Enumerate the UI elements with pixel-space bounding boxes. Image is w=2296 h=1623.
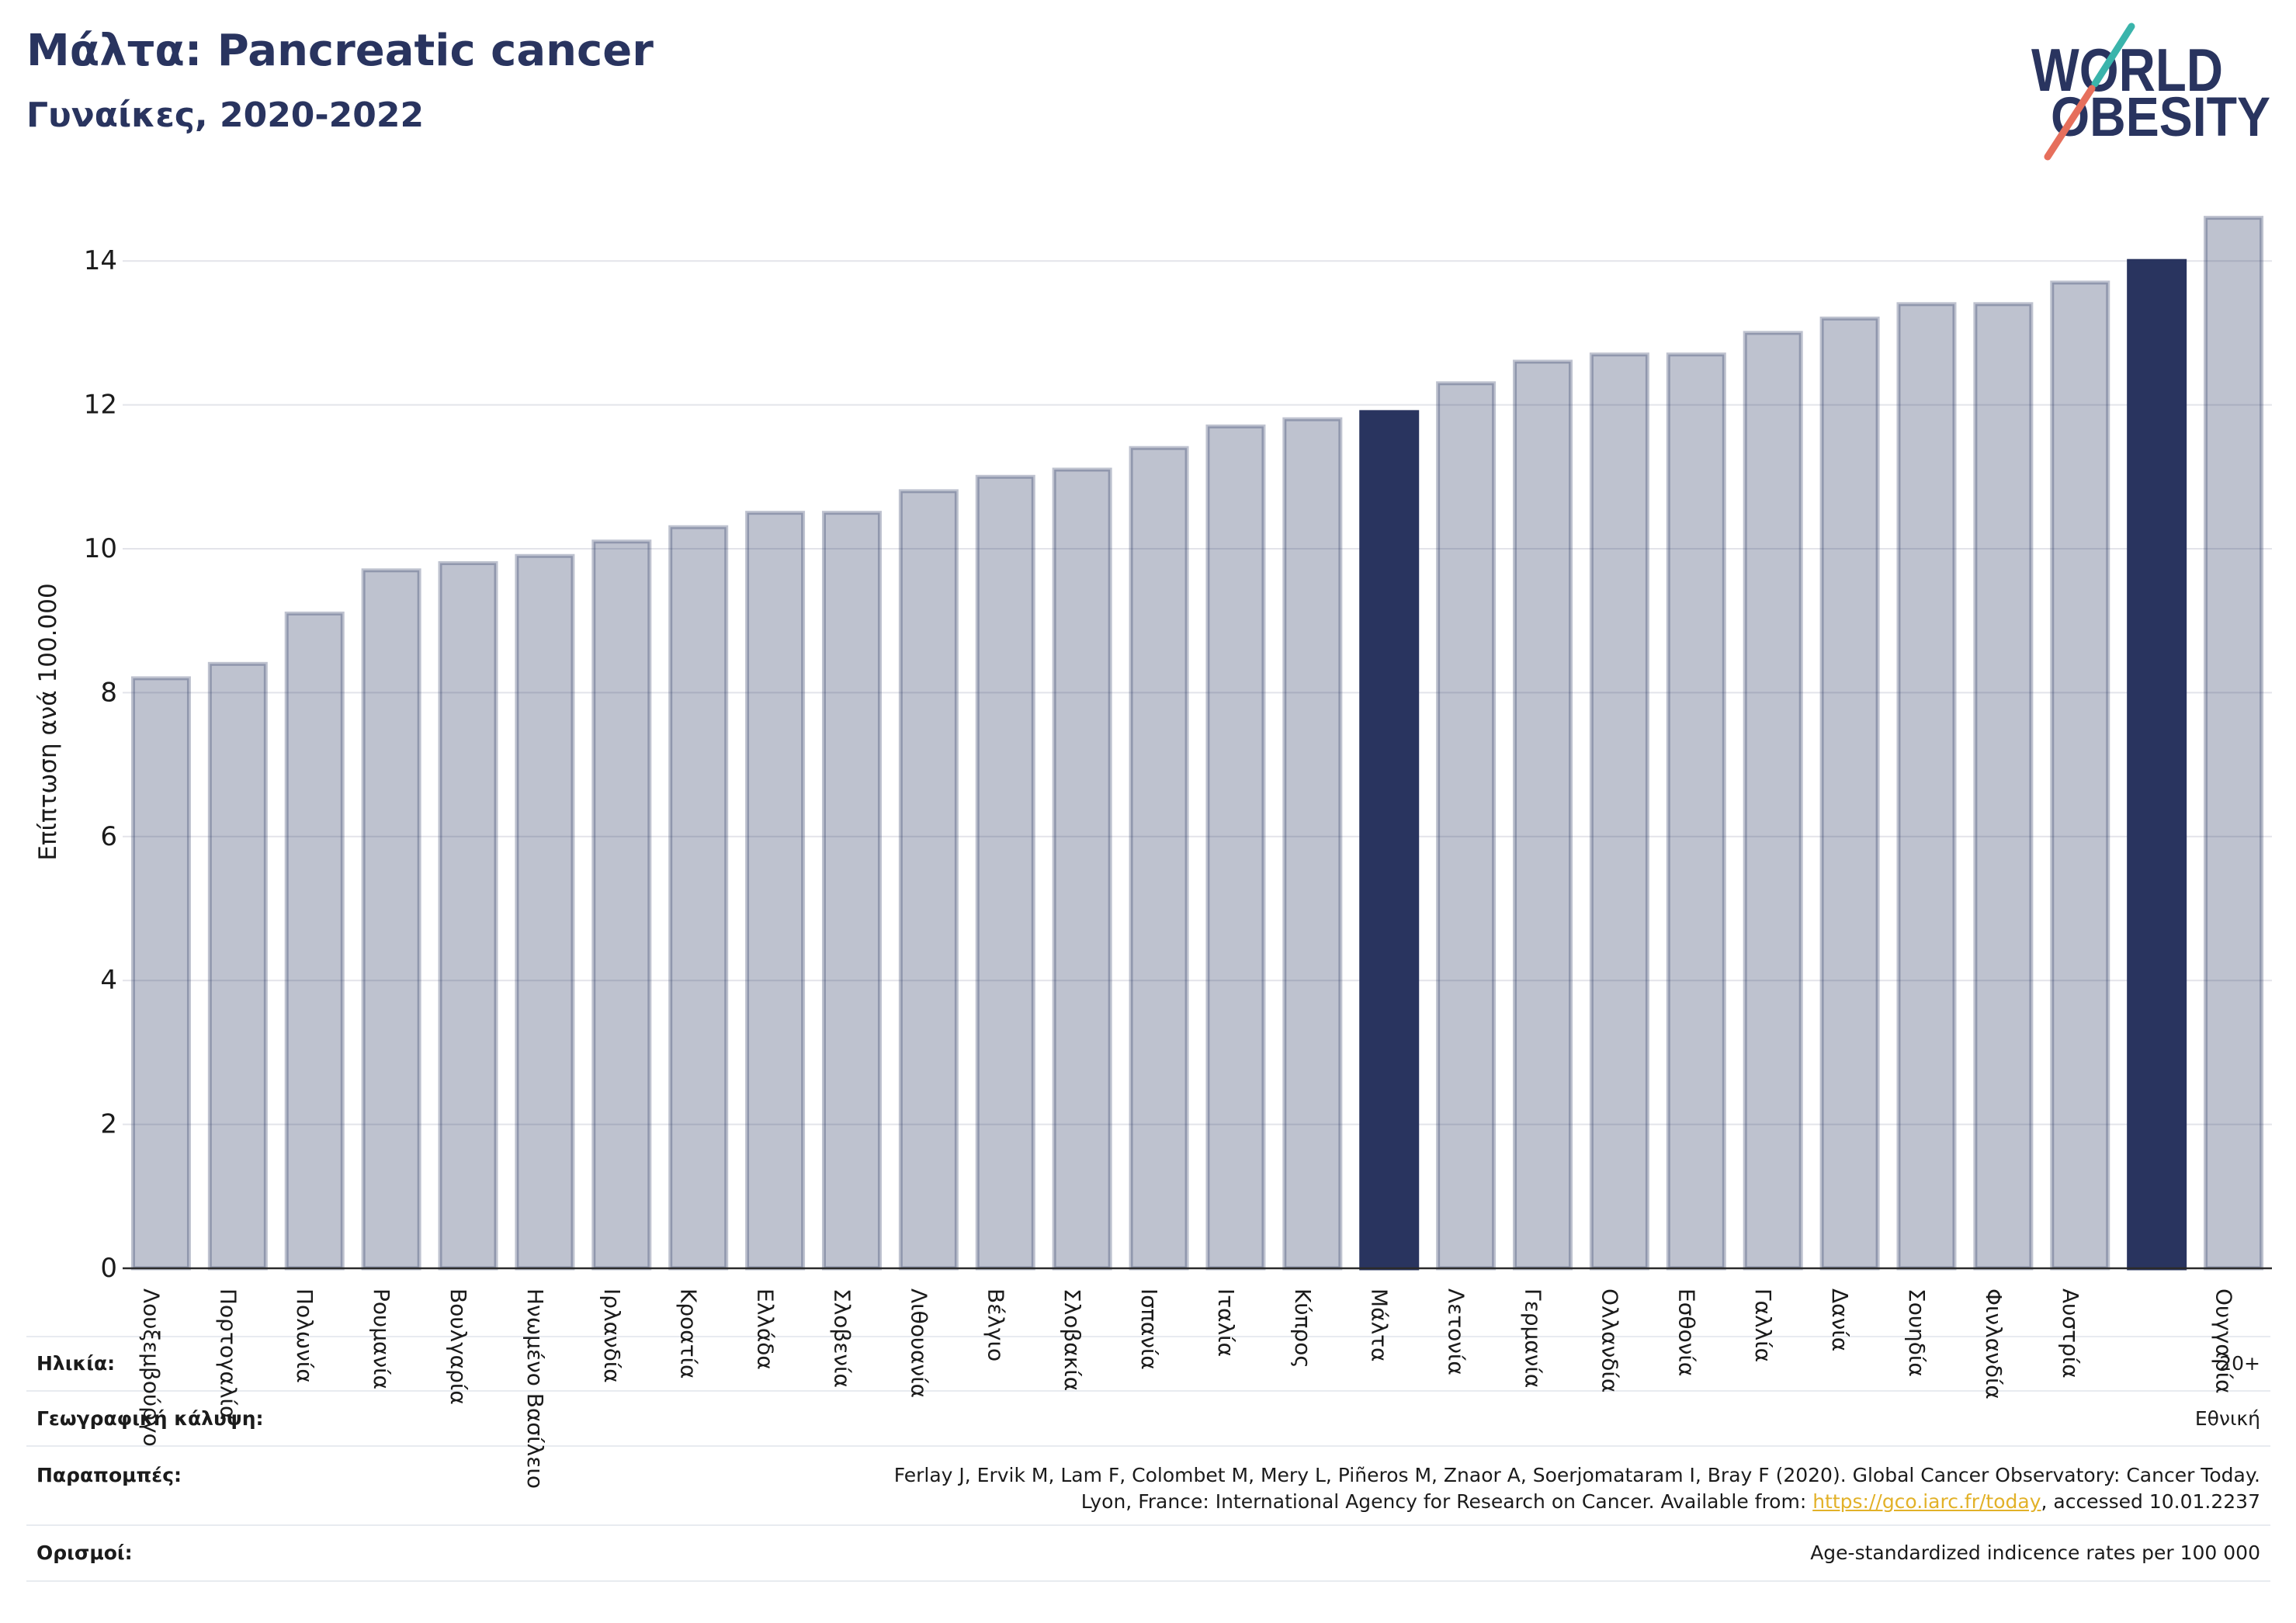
world-obesity-logo: WORLD OBESITY	[2031, 23, 2270, 161]
bar	[1666, 352, 1726, 1271]
bar	[1973, 302, 2034, 1271]
coverage-row: Γεωγραφική κάλυψη: Εθνική	[26, 1392, 2270, 1447]
reference-link[interactable]: https://gco.iarc.fr/today	[1812, 1490, 2041, 1513]
age-label: Ηλικία:	[36, 1352, 116, 1375]
bar	[438, 561, 498, 1271]
bar	[1896, 302, 1957, 1271]
bar	[284, 611, 345, 1271]
chart-title: Μάλτα: Pancreatic cancer	[26, 26, 654, 76]
bar	[1589, 352, 1649, 1271]
bar	[668, 525, 729, 1271]
y-tick-label: 4	[100, 965, 117, 996]
bar	[2050, 280, 2110, 1271]
bar	[1129, 446, 1189, 1271]
bar	[515, 553, 575, 1271]
bar	[1819, 316, 1880, 1271]
age-value: 20+	[2219, 1352, 2260, 1375]
bar	[1513, 359, 1573, 1271]
logo-slash-teal	[2091, 23, 2135, 88]
bar	[2204, 216, 2264, 1271]
y-tick-label: 2	[100, 1109, 117, 1140]
definitions-row: Ορισμοί: Age-standardized indicence rate…	[26, 1526, 2270, 1582]
references-label: Παραπομπές:	[36, 1464, 182, 1486]
bar	[898, 489, 959, 1271]
references-value: Ferlay J, Ervik M, Lam F, Colombet M, Me…	[894, 1462, 2260, 1515]
reference-line-2-suffix: , accessed 10.01.2237	[2041, 1490, 2260, 1513]
logo-text-line1: WORLD	[2031, 36, 2223, 104]
bar	[821, 511, 882, 1271]
bar	[745, 511, 806, 1271]
bar	[975, 474, 1035, 1271]
logo-slash-coral	[2044, 85, 2096, 161]
y-axis-ticks: 0 2 4 6 8 10 12 14	[84, 245, 117, 1284]
bar	[130, 676, 191, 1271]
highlighted-bar	[1359, 410, 1420, 1271]
y-tick-label: 12	[84, 390, 117, 421]
reference-line-2-prefix: Lyon, France: International Agency for R…	[1080, 1490, 1813, 1513]
bar	[1052, 467, 1112, 1271]
reference-line-2: Lyon, France: International Agency for R…	[894, 1489, 2260, 1515]
bar	[1436, 381, 1497, 1271]
definitions-label: Ορισμοί:	[36, 1542, 133, 1564]
y-tick-label: 0	[100, 1253, 117, 1284]
y-tick-label: 8	[100, 677, 117, 708]
coverage-label: Γεωγραφική κάλυψη:	[36, 1406, 264, 1430]
y-tick-label: 14	[84, 245, 117, 276]
y-tick-label: 10	[84, 533, 117, 564]
metadata-table: Ηλικία: 20+ Γεωγραφική κάλυψη: Εθνική Πα…	[26, 1336, 2270, 1582]
definitions-value: Age-standardized indicence rates per 100…	[1810, 1542, 2260, 1564]
coverage-value: Εθνική	[2194, 1406, 2260, 1430]
bar	[361, 568, 421, 1271]
bar	[1743, 331, 1803, 1271]
chart-subtitle: Γυναίκες, 2020-2022	[26, 95, 425, 135]
highlighted-bar	[2127, 258, 2187, 1271]
bar	[591, 539, 652, 1271]
bar	[207, 661, 268, 1271]
y-axis-label: Επίπτωση ανά 100.000	[34, 583, 62, 860]
y-tick-label: 6	[100, 821, 117, 852]
reference-line-1: Ferlay J, Ervik M, Lam F, Colombet M, Me…	[893, 1464, 2260, 1486]
age-row: Ηλικία: 20+	[26, 1337, 2270, 1392]
bars	[130, 216, 2264, 1271]
references-row: Παραπομπές: Ferlay J, Ervik M, Lam F, Co…	[26, 1447, 2270, 1526]
gridlines	[123, 260, 2272, 1125]
bar	[1282, 417, 1343, 1271]
bar	[1205, 424, 1266, 1271]
